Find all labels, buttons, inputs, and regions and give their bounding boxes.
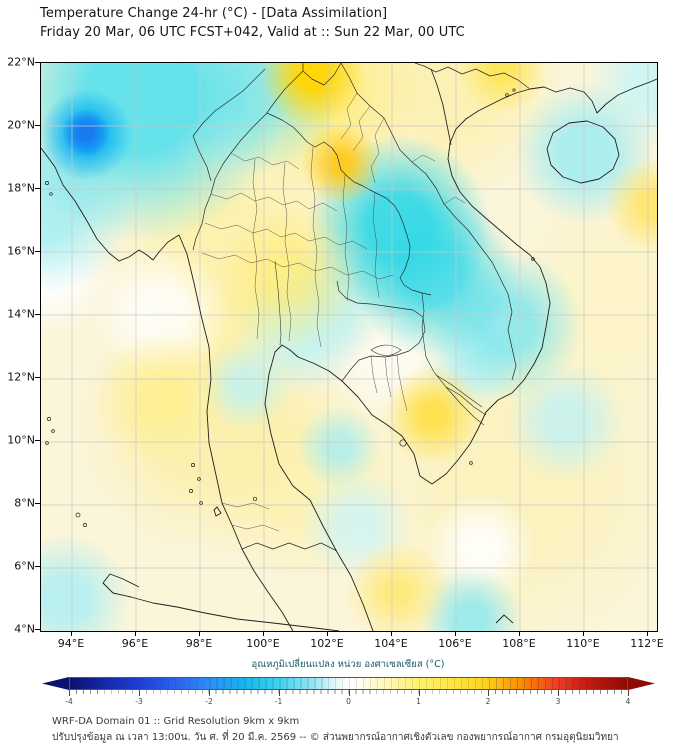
- map-plot-area: [40, 62, 658, 632]
- colorbar-tick-mark: [488, 690, 489, 696]
- colorbar-tick-label: -3: [135, 697, 143, 706]
- y-tick-mark: [35, 503, 40, 504]
- x-tick-label: 100°E: [246, 637, 280, 650]
- gridlines: [41, 63, 657, 631]
- colorbar-tick-label: 3: [555, 697, 561, 706]
- rivers: [274, 68, 487, 426]
- y-tick-mark: [35, 314, 40, 315]
- colorbar-tick-label: 1: [416, 697, 421, 706]
- x-tick-mark: [455, 631, 456, 636]
- small-islands: [45, 88, 535, 527]
- x-tick-mark: [583, 631, 584, 636]
- y-tick-mark: [35, 62, 40, 63]
- footer-update-credit: ปรับปรุงข้อมูล ณ เวลา 13:00น. วัน ศ. ที่…: [52, 732, 619, 743]
- x-tick-mark: [71, 631, 72, 636]
- colorbar-tick-label: -2: [205, 697, 213, 706]
- x-tick-label: 110°E: [566, 637, 600, 650]
- y-tick-mark: [35, 188, 40, 189]
- colorbar-tick-mark: [209, 690, 210, 696]
- y-tick-mark: [35, 629, 40, 630]
- colorbar-tick-label: 2: [485, 697, 491, 706]
- province-borders: [201, 92, 466, 532]
- y-tick-mark: [35, 377, 40, 378]
- colorbar-tick-label: -1: [274, 697, 283, 706]
- x-tick-mark: [519, 631, 520, 636]
- colorbar-gradient: [69, 677, 628, 690]
- y-tick-label: 4°N: [14, 622, 35, 636]
- x-tick-label: 112°E: [630, 637, 664, 650]
- footer-domain-info: WRF-DA Domain 01 :: Grid Resolution 9km …: [52, 716, 300, 727]
- colorbar-tick-mark: [139, 690, 140, 696]
- y-tick-label: 22°N: [7, 55, 35, 69]
- chart-subtitle: Friday 20 Mar, 06 UTC FCST+042, Valid at…: [40, 25, 465, 40]
- temperature-change-field: [41, 63, 657, 631]
- y-tick-label: 6°N: [14, 559, 35, 573]
- x-tick-label: 104°E: [374, 637, 408, 650]
- y-tick-mark: [35, 566, 40, 567]
- colorbar-tick-label: 0: [346, 697, 351, 706]
- x-tick-mark: [647, 631, 648, 636]
- x-tick-mark: [199, 631, 200, 636]
- colorbar-tick-label: -4: [65, 697, 73, 706]
- coastlines: [41, 78, 657, 631]
- x-tick-label: 96°E: [121, 637, 149, 650]
- colorbar-tick-mark: [69, 690, 70, 696]
- colorbar-tick-label: 4: [625, 697, 631, 706]
- colorbar-label: อุณหภูมิเปลี่ยนแปลง หน่วย องศาเซลเซียส (…: [251, 659, 445, 670]
- colorbar-tick-mark: [278, 690, 280, 696]
- colorbar-tick-mark: [348, 690, 350, 696]
- x-tick-mark: [263, 631, 264, 636]
- y-tick-mark: [35, 251, 40, 252]
- x-tick-mark: [135, 631, 136, 636]
- y-tick-label: 8°N: [14, 496, 35, 510]
- y-tick-label: 12°N: [7, 370, 35, 384]
- colorbar-tick-mark: [628, 690, 629, 696]
- x-tick-label: 102°E: [310, 637, 344, 650]
- y-tick-mark: [35, 125, 40, 126]
- x-tick-mark: [391, 631, 392, 636]
- y-tick-label: 16°N: [7, 244, 35, 258]
- chart-title: Temperature Change 24-hr (°C) - [Data As…: [40, 6, 388, 21]
- x-tick-label: 106°E: [438, 637, 472, 650]
- y-tick-label: 10°N: [7, 433, 35, 447]
- y-tick-mark: [35, 440, 40, 441]
- colorbar-tick-mark: [558, 690, 559, 696]
- y-tick-label: 18°N: [7, 181, 35, 195]
- x-tick-label: 108°E: [502, 637, 536, 650]
- map-boundaries: [41, 63, 657, 631]
- x-tick-label: 94°E: [57, 637, 85, 650]
- y-tick-label: 14°N: [7, 307, 35, 321]
- colorbar-min-arrow: [42, 677, 69, 690]
- y-tick-label: 20°N: [7, 118, 35, 132]
- x-tick-label: 98°E: [185, 637, 213, 650]
- colorbar-max-arrow: [628, 677, 655, 690]
- country-borders: [192, 63, 531, 552]
- x-tick-mark: [327, 631, 328, 636]
- colorbar-tick-mark: [418, 690, 420, 696]
